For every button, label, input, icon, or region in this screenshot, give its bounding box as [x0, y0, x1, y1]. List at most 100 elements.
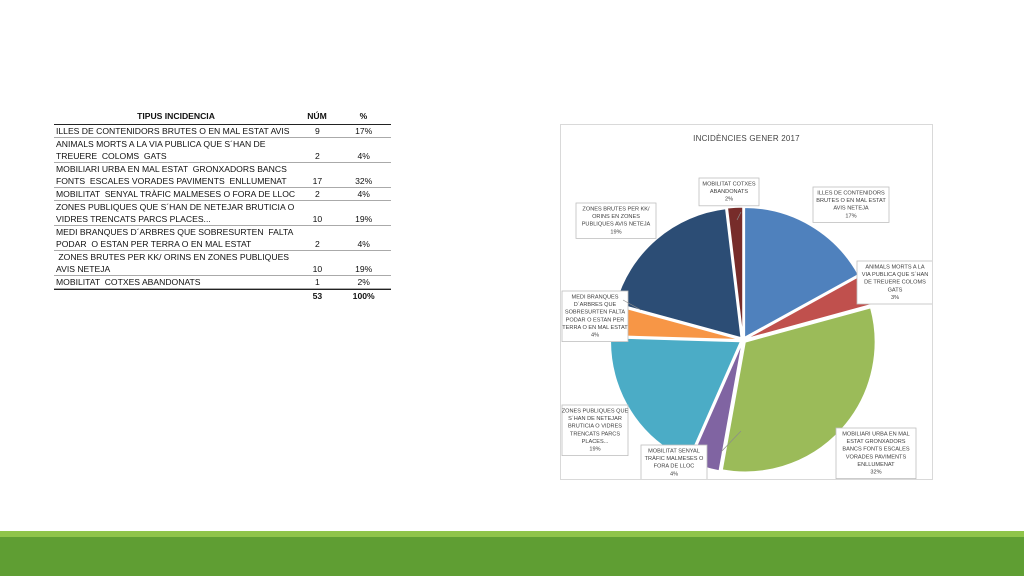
pie-slice — [743, 206, 860, 339]
incidence-table: TIPUS INCIDENCIA NÚM % ILLES DE CONTENID… — [54, 108, 391, 303]
label-text: ZONES PUBLIQUES QUE — [562, 409, 629, 415]
row-tipus: ANIMALS MORTS A LA VIA PUBLICA QUE S´HAN… — [54, 138, 299, 162]
label-text: TRÀFIC MALMESES O — [645, 455, 704, 462]
label-text: MOBILIARI URBA EN MAL — [842, 432, 909, 438]
row-tipus: ILLES DE CONTENIDORS BRUTES O EN MAL EST… — [54, 125, 299, 137]
row-tipus-line: FONTS ESCALES VORADES PAVIMENTS ENLLUMEN… — [56, 176, 287, 186]
label-text: GATS — [888, 287, 903, 293]
label-text: BRUTES O EN MAL ESTAT — [816, 198, 886, 204]
row-tipus: MOBILITAT SENYAL TRÀFIC MALMESES O FORA … — [54, 188, 299, 200]
label-text: ENLLUMENAT — [857, 462, 895, 468]
row-tipus: ZONES BRUTES PER KK/ ORINS EN ZONES PUBL… — [54, 251, 299, 275]
label-box — [561, 290, 629, 342]
label-text: PLACES... — [582, 439, 609, 445]
label-text: TRENCATS PARCS — [570, 431, 620, 437]
row-tipus-line: MOBILITAT SENYAL TRÀFIC MALMESES O FORA … — [56, 189, 296, 199]
label-text: 19% — [589, 447, 600, 453]
label-text: ZONES BRUTES PER KK/ — [582, 207, 650, 213]
header-pct: % — [359, 111, 368, 121]
pie-slice — [614, 207, 742, 339]
label-box — [835, 427, 917, 479]
label-text: 3% — [891, 295, 899, 301]
slice-data-label: ZONES PUBLIQUES QUES´HAN DE NETEJAR BRUTI… — [561, 404, 629, 456]
row-pct: 4% — [357, 189, 370, 199]
label-text: 4% — [591, 333, 599, 339]
label-text: BRUTICIA O VIDRES — [568, 424, 622, 430]
label-box — [812, 186, 890, 223]
row-pct: 19% — [355, 264, 373, 274]
label-box — [575, 202, 657, 239]
row-num: 2 — [315, 151, 320, 161]
row-pct: 17% — [355, 126, 373, 136]
label-text: VIA PUBLICA QUE S´HAN — [862, 272, 929, 278]
row-num: 2 — [315, 189, 320, 199]
label-text: PODAR O ESTAN PER — [566, 317, 625, 323]
label-text: MOBILITAT SENYAL — [648, 449, 700, 455]
total-num: 53 — [312, 291, 323, 301]
row-tipus-line: TREUERE COLOMS GATS — [56, 151, 167, 161]
label-text: SOBRESURTEN FALTA — [565, 310, 626, 316]
label-text: D´ARBRES QUE — [574, 302, 617, 308]
label-text: PUBLIQUES AVIS NETEJA — [582, 222, 651, 228]
label-text: MOBILITAT COTXES — [702, 182, 755, 188]
label-text: S´HAN DE NETEJAR — [568, 416, 622, 422]
row-num: 10 — [312, 264, 323, 274]
row-pct: 4% — [357, 239, 370, 249]
row-tipus-line: ZONES PUBLIQUES QUE S´HAN DE NETEJAR BRU… — [56, 202, 295, 212]
table-header: TIPUS INCIDENCIA NÚM % — [54, 108, 391, 125]
leader-line — [622, 299, 642, 311]
row-num: 9 — [315, 126, 320, 136]
total-pct: 100% — [352, 291, 375, 301]
row-pct: 32% — [355, 176, 373, 186]
header-num: NÚM — [307, 111, 327, 121]
label-text: 17% — [845, 213, 856, 219]
table-row: MOBILITAT SENYAL TRÀFIC MALMESES O FORA … — [54, 188, 391, 201]
footer-accent-stripe — [0, 531, 1024, 537]
row-tipus-line: MOBILITAT COTXES ABANDONATS — [56, 277, 201, 287]
label-text: ANIMALS MORTS A LA — [865, 265, 925, 271]
row-tipus: MOBILIARI URBA EN MAL ESTAT GRONXADORS B… — [54, 163, 299, 187]
row-tipus-line: VIDRES TRENCATS PARCS PLACES... — [56, 214, 211, 224]
row-tipus-line: MOBILIARI URBA EN MAL ESTAT GRONXADORS B… — [56, 164, 287, 174]
table-body: ILLES DE CONTENIDORS BRUTES O EN MAL EST… — [54, 125, 391, 289]
table-row: MOBILIARI URBA EN MAL ESTAT GRONXADORS B… — [54, 163, 391, 188]
label-text: 4% — [670, 471, 678, 477]
label-box — [561, 404, 629, 456]
table-row: ZONES BRUTES PER KK/ ORINS EN ZONES PUBL… — [54, 251, 391, 276]
label-text: ORINS EN ZONES — [592, 214, 640, 220]
row-tipus: ZONES PUBLIQUES QUE S´HAN DE NETEJAR BRU… — [54, 201, 299, 225]
table-row: MOBILITAT COTXES ABANDONATS 1 2% — [54, 276, 391, 289]
label-box — [856, 260, 934, 305]
row-num: 1 — [315, 277, 320, 287]
label-text: FORA DE LLOC — [654, 464, 695, 470]
table-row: ILLES DE CONTENIDORS BRUTES O EN MAL EST… — [54, 125, 391, 138]
label-text: ESTAT GRONXADORS — [846, 439, 905, 445]
label-text: AVIS NETEJA — [833, 206, 869, 212]
label-box — [640, 444, 708, 481]
row-tipus-line: MEDI BRANQUES D´ARBRES QUE SOBRESURTEN F… — [56, 227, 294, 237]
label-text: MEDI BRANQUES — [572, 295, 619, 301]
row-pct: 2% — [357, 277, 370, 287]
label-text: DE TREUERE COLOMS — [864, 280, 926, 286]
row-tipus-line: ILLES DE CONTENIDORS BRUTES O EN MAL EST… — [56, 126, 290, 136]
table-row: ZONES PUBLIQUES QUE S´HAN DE NETEJAR BRU… — [54, 201, 391, 226]
label-text: ABANDONATS — [710, 189, 748, 195]
row-tipus-line: ANIMALS MORTS A LA VIA PUBLICA QUE S´HAN… — [56, 139, 266, 149]
table-row: MEDI BRANQUES D´ARBRES QUE SOBRESURTEN F… — [54, 226, 391, 251]
table-total-row: 53 100% — [54, 289, 391, 303]
label-text: 2% — [725, 197, 733, 203]
label-text: VORADES PAVIMENTS — [846, 454, 907, 460]
leader-line — [736, 211, 742, 221]
footer-bar — [0, 537, 1024, 576]
label-box — [698, 177, 760, 207]
label-text: ILLES DE CONTENIDORS — [817, 191, 885, 197]
pie-chart-panel: INCIDÈNCIES GENER 2017 ILLES DE CONTENID… — [560, 124, 934, 481]
chart-title: INCIDÈNCIES GENER 2017 — [693, 134, 800, 143]
row-tipus-line: PODAR O ESTAN PER TERRA O EN MAL ESTAT — [56, 239, 252, 249]
label-text: 19% — [610, 229, 621, 235]
